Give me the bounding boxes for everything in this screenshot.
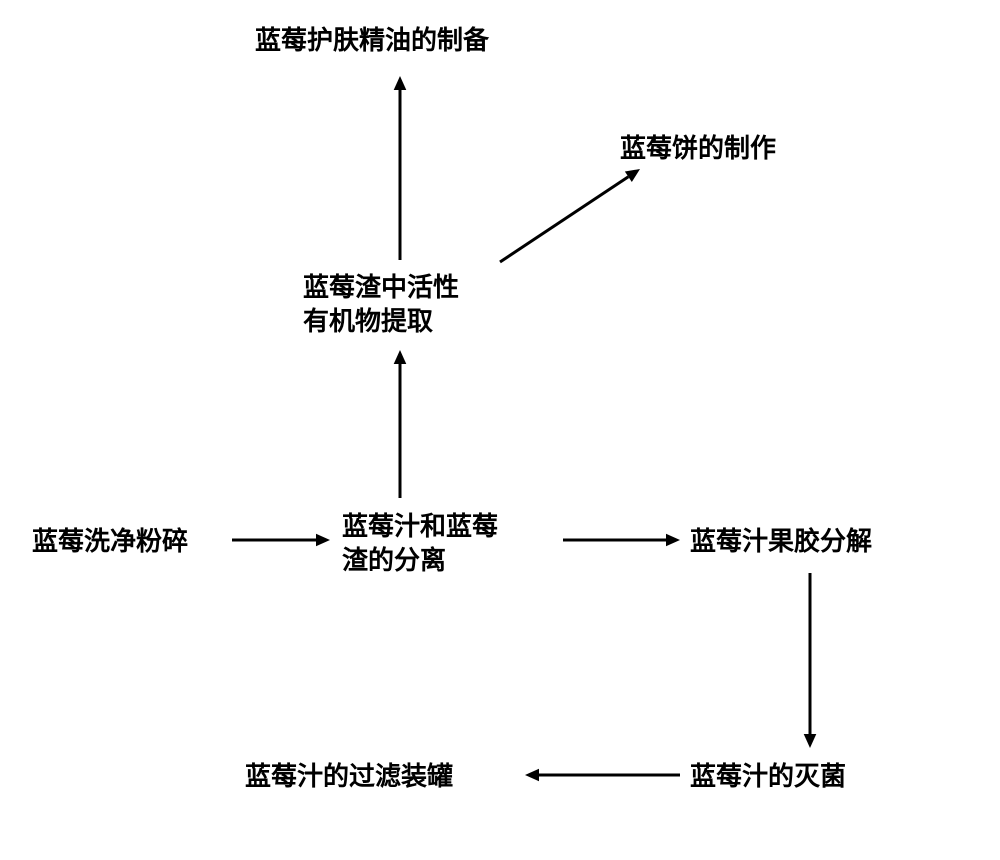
flow-arrow-n6-n7: [790, 553, 830, 768]
flow-node-n8: 蓝莓汁的过滤装罐: [245, 760, 515, 794]
flow-arrow-n4-n5: [212, 520, 350, 560]
flow-arrow-n3-n2: [480, 149, 660, 282]
flow-node-n5: 蓝莓汁和蓝莓 渣的分离: [342, 510, 562, 578]
flow-node-n4: 蓝莓洗净粉碎: [32, 525, 232, 559]
flow-arrow-n5-n3: [380, 330, 420, 518]
flow-arrow-n5-n6: [543, 520, 700, 560]
flow-node-n1: 蓝莓护肤精油的制备: [255, 24, 575, 58]
flow-arrow-n7-n8: [505, 755, 700, 795]
flow-arrow-n3-n1: [380, 56, 420, 280]
